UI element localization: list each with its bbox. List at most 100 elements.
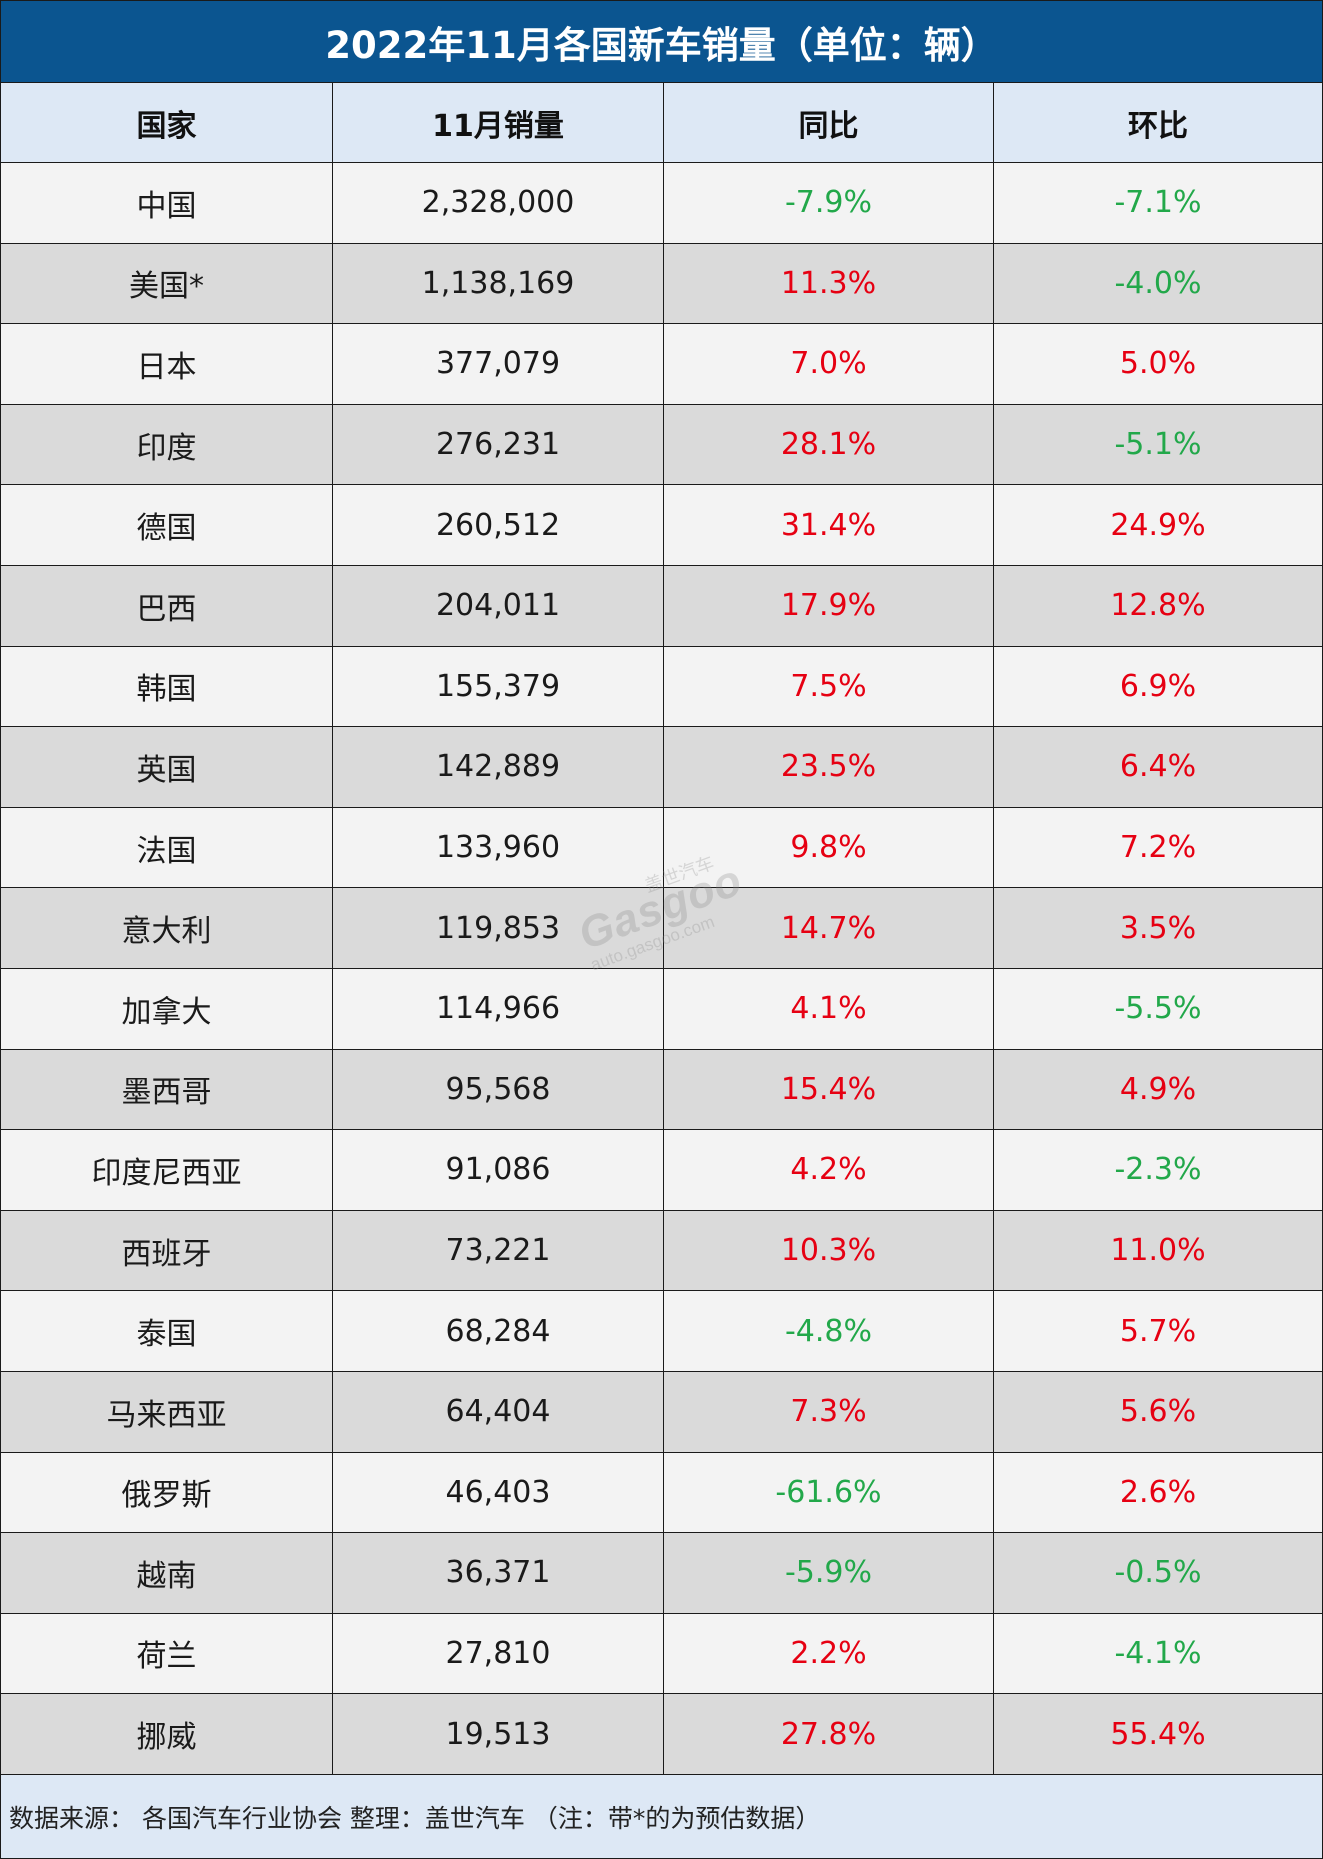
cell-mom: 7.2%: [1119, 830, 1197, 866]
cell-yoy: 17.9%: [664, 565, 994, 646]
cell-yoy: -4.8%: [664, 1291, 994, 1371]
cell-country: 马来西亚: [1, 1371, 333, 1452]
table-row: 俄罗斯 46,403 -61.6% 2.6%: [1, 1451, 1322, 1533]
cell-sales: 260,512: [333, 485, 664, 565]
cell-sales: 95,568: [333, 1049, 664, 1130]
table-row: 荷兰 27,810 2.2% -4.1%: [1, 1612, 1322, 1694]
table-row: 美国* 1,138,169 11.3% -4.0%: [1, 242, 1322, 324]
cell-mom: 5.0%: [1119, 346, 1197, 382]
cell-yoy: 7.0%: [664, 324, 994, 404]
cell-country: 英国: [1, 727, 333, 807]
cell-sales: 276,231: [333, 404, 664, 485]
cell-yoy: -61.6%: [664, 1452, 994, 1533]
cell-yoy: 7.3%: [664, 1371, 994, 1452]
cell-sales: 119,853: [333, 888, 664, 968]
table-row: 加拿大 114,966 4.1% -5.5%: [1, 967, 1322, 1049]
table-row: 印度尼西亚 91,086 4.2% -2.3%: [1, 1129, 1322, 1210]
cell-sales: 19,513: [333, 1694, 664, 1774]
cell-sales: 91,086: [333, 1130, 664, 1210]
header-mom: 环比: [1128, 108, 1188, 144]
cell-yoy: 4.2%: [664, 1130, 994, 1210]
cell-yoy: 4.1%: [664, 968, 994, 1049]
cell-mom: -5.5%: [1114, 991, 1202, 1027]
cell-mom: -7.1%: [1114, 185, 1202, 221]
cell-mom: 6.4%: [1119, 749, 1197, 785]
cell-sales: 68,284: [333, 1291, 664, 1371]
cell-sales: 133,960: [333, 807, 664, 888]
cell-country: 印度: [1, 404, 333, 485]
table-title: 2022年11月各国新车销量（单位：辆）: [1, 1, 1322, 82]
cell-country: 韩国: [1, 646, 333, 727]
cell-country: 越南: [1, 1533, 333, 1613]
header-yoy: 同比: [664, 83, 994, 162]
table-row: 中国 2,328,000 -7.9% -7.1%: [1, 162, 1322, 243]
cell-mom: -0.5%: [1114, 1555, 1202, 1591]
cell-sales: 377,079: [333, 324, 664, 404]
cell-mom: 5.6%: [1119, 1394, 1197, 1430]
cell-yoy: 27.8%: [664, 1694, 994, 1774]
cell-sales: 142,889: [333, 727, 664, 807]
cell-yoy: 14.7%: [664, 888, 994, 968]
table-row: 印度 276,231 28.1% -5.1%: [1, 403, 1322, 485]
cell-country: 俄罗斯: [1, 1452, 333, 1533]
cell-country: 印度尼西亚: [1, 1130, 333, 1210]
table-row: 西班牙 73,221 10.3% 11.0%: [1, 1209, 1322, 1291]
cell-yoy: 28.1%: [664, 404, 994, 485]
cell-country: 法国: [1, 807, 333, 888]
header-row: 国家 11月销量 同比 环比: [1, 82, 1322, 162]
table-row: 墨西哥 95,568 15.4% 4.9%: [1, 1048, 1322, 1130]
table-row: 巴西 204,011 17.9% 12.8%: [1, 564, 1322, 646]
cell-country: 中国: [1, 163, 333, 243]
cell-sales: 2,328,000: [333, 163, 664, 243]
cell-country: 美国*: [1, 243, 333, 324]
table-row: 德国 260,512 31.4% 24.9%: [1, 484, 1322, 565]
cell-country: 荷兰: [1, 1613, 333, 1694]
cell-mom: 5.7%: [1119, 1313, 1197, 1349]
cell-mom: -5.1%: [1114, 427, 1202, 463]
cell-country: 德国: [1, 485, 333, 565]
table-row: 泰国 68,284 -4.8% 5.7%: [1, 1290, 1322, 1371]
table-row: 法国 133,960 9.8% 7.2%: [1, 806, 1322, 888]
table-row: 日本 377,079 7.0% 5.0%: [1, 323, 1322, 404]
source-note: 数据来源： 各国汽车行业协会 整理：盖世汽车 （注：带*的为预估数据）: [1, 1774, 1322, 1858]
cell-sales: 64,404: [333, 1371, 664, 1452]
cell-sales: 36,371: [333, 1533, 664, 1613]
cell-mom: 4.9%: [1119, 1071, 1197, 1107]
cell-yoy: 23.5%: [664, 727, 994, 807]
cell-yoy: 31.4%: [664, 485, 994, 565]
cell-sales: 27,810: [333, 1613, 664, 1694]
table-row: 韩国 155,379 7.5% 6.9%: [1, 645, 1322, 727]
cell-mom: 12.8%: [1110, 588, 1206, 624]
cell-mom: 2.6%: [1119, 1474, 1197, 1510]
table-row: 意大利 119,853 14.7% 3.5%: [1, 887, 1322, 968]
cell-mom: 3.5%: [1119, 910, 1197, 946]
cell-yoy: 9.8%: [664, 807, 994, 888]
cell-yoy: 7.5%: [664, 646, 994, 727]
cell-mom: 24.9%: [1110, 507, 1206, 543]
cell-sales: 114,966: [333, 968, 664, 1049]
cell-mom: -4.0%: [1114, 265, 1202, 301]
cell-mom: 55.4%: [1110, 1716, 1206, 1752]
table-row: 越南 36,371 -5.9% -0.5%: [1, 1532, 1322, 1613]
cell-yoy: -7.9%: [664, 163, 994, 243]
cell-mom: -2.3%: [1114, 1152, 1202, 1188]
cell-sales: 155,379: [333, 646, 664, 727]
table-body: 中国 2,328,000 -7.9% -7.1% 美国* 1,138,169 11.3% -4…: [1, 162, 1322, 1774]
cell-yoy: 10.3%: [664, 1210, 994, 1291]
cell-yoy: 11.3%: [664, 243, 994, 324]
cell-mom: -4.1%: [1114, 1635, 1202, 1671]
cell-country: 墨西哥: [1, 1049, 333, 1130]
cell-sales: 1,138,169: [333, 243, 664, 324]
table-row: 马来西亚 64,404 7.3% 5.6%: [1, 1370, 1322, 1452]
cell-mom: 6.9%: [1119, 668, 1197, 704]
cell-country: 加拿大: [1, 968, 333, 1049]
cell-country: 泰国: [1, 1291, 333, 1371]
table-row: 挪威 19,513 27.8% 55.4%: [1, 1693, 1322, 1774]
header-country: 国家: [1, 83, 333, 162]
cell-yoy: 15.4%: [664, 1049, 994, 1130]
header-sales: 11月销量: [333, 83, 664, 162]
cell-country: 日本: [1, 324, 333, 404]
cell-country: 挪威: [1, 1694, 333, 1774]
cell-yoy: 2.2%: [664, 1613, 994, 1694]
